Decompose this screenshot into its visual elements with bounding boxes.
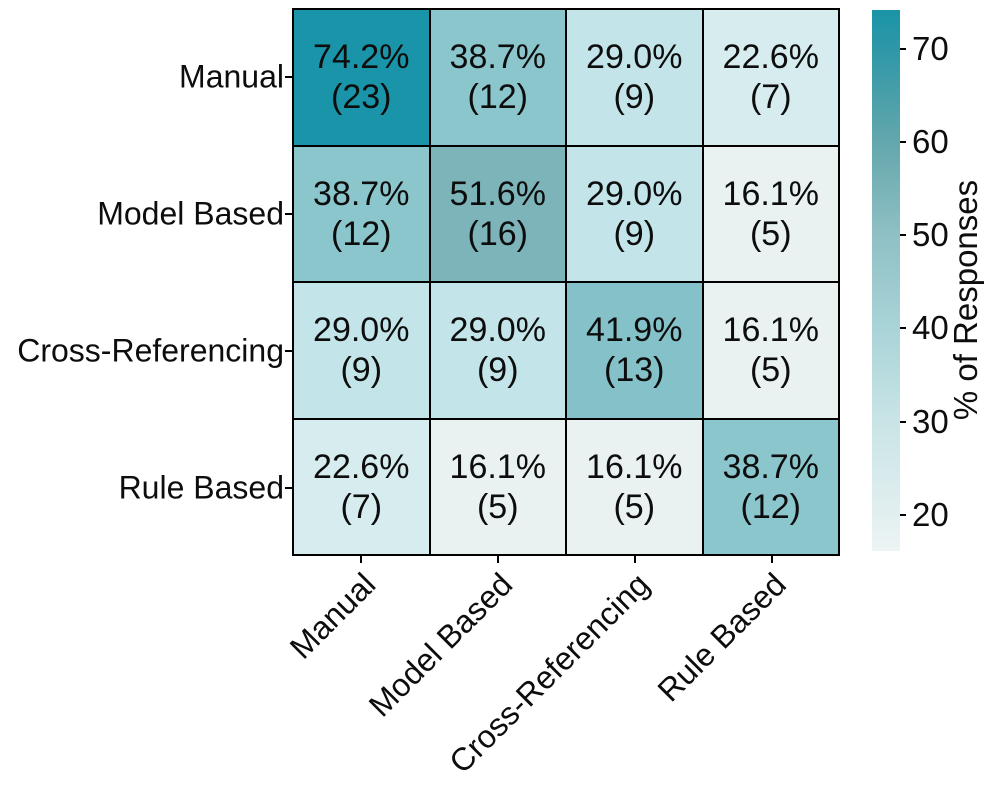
- heatmap-cell: 29.0% (9): [566, 145, 703, 282]
- cell-percent: 16.1%: [449, 447, 546, 486]
- cell-percent: 29.0%: [449, 311, 546, 350]
- colorbar-tick-mark: [900, 141, 906, 144]
- cell-count: (7): [340, 487, 383, 526]
- heatmap-cell: 22.6% (7): [293, 418, 430, 555]
- heatmap-cell: 38.7% (12): [702, 418, 839, 555]
- heatmap-cell: 22.6% (7): [702, 9, 839, 146]
- cell-percent: 29.0%: [586, 174, 683, 213]
- heatmap-cell: 16.1% (5): [702, 145, 839, 282]
- heatmap-cell: 29.0% (9): [566, 9, 703, 146]
- y-axis-label: Rule Based: [118, 469, 284, 505]
- y-tick-mark: [285, 349, 292, 352]
- cell-count: (9): [340, 351, 383, 390]
- cell-count: (9): [613, 214, 656, 253]
- y-axis-label: Cross-Referencing: [17, 332, 284, 368]
- colorbar-tick-mark: [900, 327, 906, 330]
- heatmap-cell: 74.2% (23): [293, 9, 430, 146]
- heatmap-cell: 16.1% (5): [702, 282, 839, 419]
- y-tick-mark: [285, 75, 292, 78]
- cell-percent: 51.6%: [449, 174, 546, 213]
- cell-percent: 22.6%: [313, 447, 410, 486]
- colorbar-tick-label: 50: [912, 216, 949, 254]
- heatmap-cell: 38.7% (12): [429, 9, 566, 146]
- colorbar-axis-label: % of Responses: [947, 179, 984, 421]
- heatmap-cell: 16.1% (5): [429, 418, 566, 555]
- cell-percent: 29.0%: [313, 311, 410, 350]
- colorbar-tick-mark: [900, 234, 906, 237]
- cell-count: (5): [749, 214, 792, 253]
- cell-count: (9): [613, 78, 656, 117]
- x-axis-label: Manual: [282, 566, 382, 666]
- colorbar-gradient: [872, 10, 900, 551]
- heatmap-cell: 41.9% (13): [566, 282, 703, 419]
- colorbar-tick-label: 70: [912, 30, 949, 68]
- cell-percent: 22.6%: [722, 38, 819, 77]
- heatmap-cell: 16.1% (5): [566, 418, 703, 555]
- cell-percent: 29.0%: [586, 38, 683, 77]
- cell-count: (5): [476, 487, 519, 526]
- cell-count: (23): [331, 78, 392, 117]
- colorbar-tick-label: 30: [912, 402, 949, 440]
- cell-count: (12): [467, 78, 528, 117]
- colorbar-tick-mark: [900, 420, 906, 423]
- cell-count: (13): [604, 351, 665, 390]
- y-axis-label: Manual: [179, 58, 284, 94]
- heatmap-cell: 29.0% (9): [429, 282, 566, 419]
- x-tick-mark: [359, 556, 362, 563]
- heatmap-cell: 38.7% (12): [293, 145, 430, 282]
- cell-count: (9): [476, 351, 519, 390]
- x-axis-label: Rule Based: [650, 566, 793, 709]
- heatmap-cell: 29.0% (9): [293, 282, 430, 419]
- colorbar-tick-label: 20: [912, 495, 949, 533]
- colorbar-tick-label: 40: [912, 309, 949, 347]
- x-tick-mark: [496, 556, 499, 563]
- heatmap-cell: 51.6% (16): [429, 145, 566, 282]
- cell-count: (12): [740, 487, 801, 526]
- y-tick-mark: [285, 212, 292, 215]
- cell-count: (16): [467, 214, 528, 253]
- cell-percent: 16.1%: [586, 447, 683, 486]
- cell-count: (5): [613, 487, 656, 526]
- cell-percent: 16.1%: [722, 311, 819, 350]
- heatmap-grid: 74.2% (23) 38.7% (12) 29.0% (9) 22.6% (7) 38.7%(…: [292, 8, 840, 556]
- cell-percent: 16.1%: [722, 174, 819, 213]
- y-tick-mark: [285, 486, 292, 489]
- cell-percent: 38.7%: [449, 38, 546, 77]
- cell-percent: 38.7%: [722, 447, 819, 486]
- y-axis-label: Model Based: [97, 195, 284, 231]
- cell-count: (7): [749, 78, 792, 117]
- cell-percent: 74.2%: [313, 38, 410, 77]
- cell-percent: 41.9%: [586, 311, 683, 350]
- x-tick-mark: [633, 556, 636, 563]
- cell-count: (5): [749, 351, 792, 390]
- x-tick-mark: [770, 556, 773, 563]
- colorbar-tick-mark: [900, 48, 906, 51]
- colorbar-tick-mark: [900, 513, 906, 516]
- cell-count: (12): [331, 214, 392, 253]
- colorbar-tick-label: 60: [912, 123, 949, 161]
- cell-percent: 38.7%: [313, 174, 410, 213]
